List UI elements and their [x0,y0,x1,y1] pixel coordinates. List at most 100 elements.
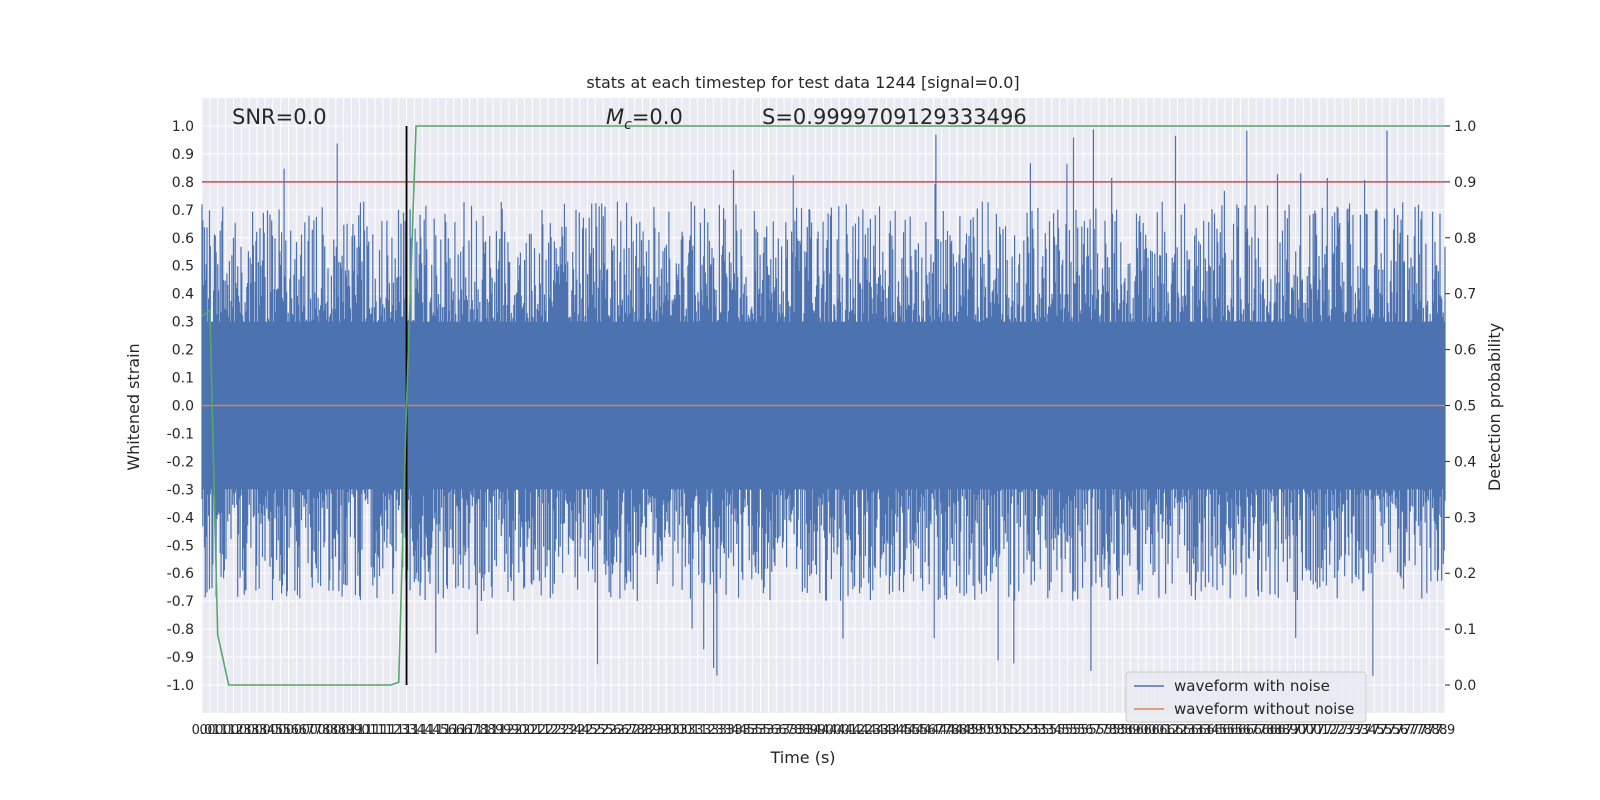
chart-title: stats at each timestep for test data 124… [586,73,1019,92]
x-tick-label: 5.3 [1026,723,1047,738]
y-tick-label: -0.5 [167,538,194,554]
x-tick-label: 6.0 [1144,723,1165,738]
y2-tick-label: 0.4 [1454,454,1476,470]
x-tick-label: 0.5 [262,723,283,738]
x-tick-label: 6.3 [1191,723,1212,738]
x-tick-label: 4.3 [868,723,889,738]
x-tick-label: 1.6 [443,723,464,738]
y-tick-label: 0.1 [172,371,194,387]
x-tick-label: 6.7 [1246,723,1267,738]
x-tick-label: 5.4 [1041,723,1062,738]
y2-tick-label: 0.1 [1454,622,1476,638]
x-tick-label: 4.7 [931,723,952,738]
y2-tick-label: 0.7 [1454,287,1476,303]
x-tick-label: 3.8 [790,723,811,738]
x-tick-label: 2.5 [593,723,614,738]
x-tick-label: 4.2 [852,723,873,738]
y-tick-label: -0.4 [167,510,194,526]
x-tick-label: 0.5 [270,723,291,738]
x-tick-label: 0.3 [231,723,252,738]
x-tick-label: 5.9 [1120,723,1141,738]
x-tick-label: 7.8 [1411,723,1432,738]
x-tick-label: 4.8 [939,723,960,738]
detection-probability-line [201,125,1445,686]
x-tick-label: 1.6 [451,723,472,738]
x-tick-label: 0.1 [200,723,221,738]
y-tick-label: 0.6 [172,231,194,247]
x-tick-label: 7.2 [1317,723,1338,738]
x-tick-label: 2.6 [609,723,630,738]
x-tick-label: 3.7 [774,723,795,738]
chirp-mass-annotation: Mc=0.0 [606,105,683,133]
x-tick-label: 7.6 [1387,723,1408,738]
x-tick-label: 7.3 [1340,723,1361,738]
x-tick-label: 2.7 [616,723,637,738]
x-tick-label: 1.8 [467,723,488,738]
x-tick-label: 3.4 [719,723,740,738]
y-tick-label: 1.0 [172,119,194,135]
x-tick-label: 7.0 [1285,723,1306,738]
y2-tick-label: 0.2 [1454,566,1476,582]
x-tick-label: 1.9 [491,723,512,738]
chirp-mass-symbol: M [606,105,624,129]
y-tick-label: 0.3 [172,315,194,331]
x-tick-label: 6.3 [1175,723,1196,738]
x-tick-label: 3.3 [711,723,732,738]
x-tick-label: 5.7 [1089,723,1110,738]
snr-annotation: SNR=0.0 [232,105,327,129]
x-tick-label: 5.1 [994,723,1015,738]
x-tick-label: 3.9 [797,723,818,738]
y-tick-label: -1.0 [167,678,194,694]
x-tick-label: 6.5 [1207,723,1228,738]
x-tick-label: 2.8 [624,723,645,738]
x-tick-label: 3.6 [766,723,787,738]
x-tick-label: 2.9 [640,723,661,738]
x-tick-label: 3.5 [734,723,755,738]
y-tick-label: -0.9 [167,650,194,666]
x-tick-label: 3.3 [703,723,724,738]
x-tick-label: 1.9 [498,723,519,738]
x-tick-label: 6.0 [1128,723,1149,738]
x-tick-label: 1.9 [483,723,504,738]
x-tick-label: 5.5 [1065,723,1086,738]
x-tick-label: 5.0 [986,723,1007,738]
x-tick-label: 1.1 [357,723,378,738]
x-tick-label: 2.3 [546,723,567,738]
x-tick-label: 2.6 [601,723,622,738]
x-tick-label: 0.9 [333,723,354,738]
x-tick-label: 3.0 [664,723,685,738]
x-tick-label: 6.2 [1159,723,1180,738]
y2-axis-ticks: 0.0 0.1 0.2 0.3 0.4 0.5 0.6 0.7 0.8 0.9 1.0 [1445,119,1476,694]
x-tick-label: 5.5 [1057,723,1078,738]
y-tick-label: -0.6 [167,566,194,582]
x-tick-label: 5.0 [978,723,999,738]
x-tick-label: 6.8 [1254,723,1275,738]
y-tick-label: -0.7 [167,594,194,610]
x-tick-label: 7.0 [1293,723,1314,738]
x-tick-label: 0.1 [215,723,236,738]
x-tick-label: 4.8 [947,723,968,738]
x-tick-label: 0.0 [192,723,213,738]
y2-tick-label: 0.5 [1454,399,1476,415]
x-tick-label: 0.6 [278,723,299,738]
y2-tick-label: 0.3 [1454,510,1476,526]
x-tick-label: 4.5 [892,723,913,738]
x-tick-label: 7.0 [1301,723,1322,738]
y2-tick-label: 0.0 [1454,678,1476,694]
y-tick-label: 0.2 [172,343,194,359]
x-tick-label: 3.4 [727,723,748,738]
x-tick-label: 3.5 [750,723,771,738]
x-tick-label: 2.0 [506,723,527,738]
x-tick-label: 7.4 [1356,723,1377,738]
x-tick-label: 2.4 [569,723,590,738]
x-tick-label: 1.4 [412,723,433,738]
legend-label-noise: waveform with noise [1174,677,1330,695]
x-tick-label: 2.9 [648,723,669,738]
chirp-mass-value: =0.0 [632,105,683,129]
x-tick-label: 1.1 [365,723,386,738]
y-tick-label: 0.9 [172,147,194,163]
x-tick-label: 2.1 [522,723,543,738]
x-axis-ticks: 0.00.10.10.10.20.30.30.30.40.50.50.60.60… [192,723,1456,738]
x-tick-label: 4.0 [829,723,850,738]
x-tick-label: 5.8 [1096,723,1117,738]
